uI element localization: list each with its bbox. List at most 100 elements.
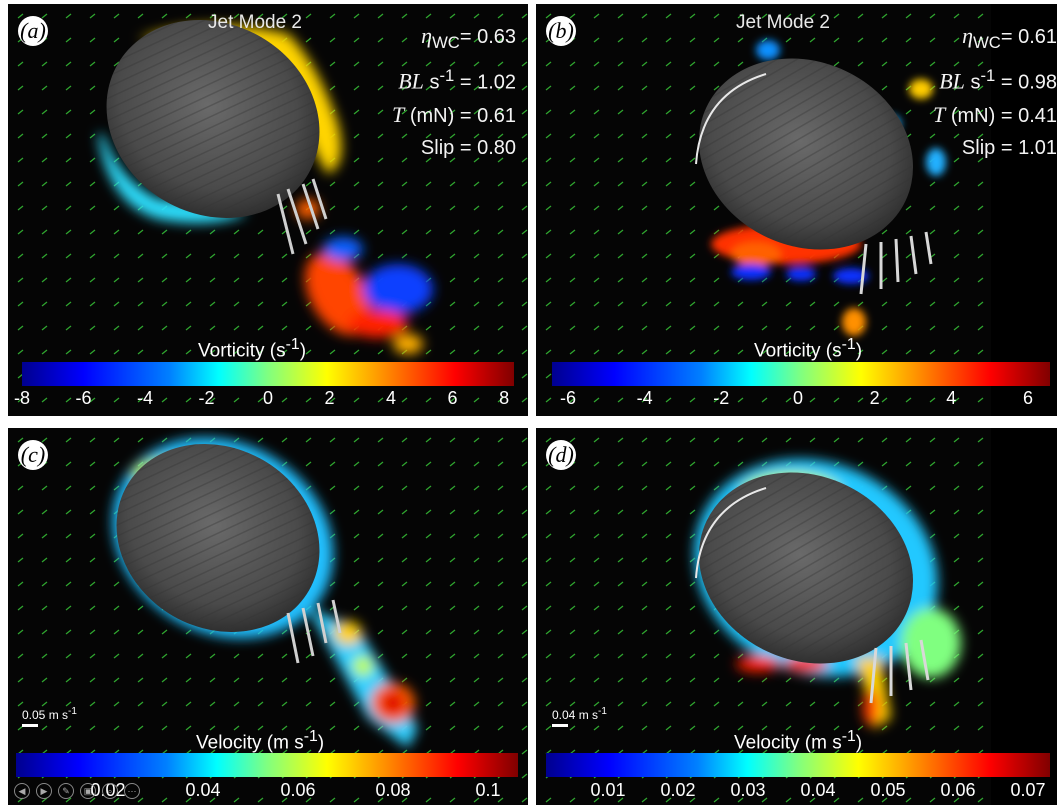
eta-value: = 0.61 — [1000, 26, 1057, 48]
panel-a-vorticity: (a) Jet Mode 2 ηWC= 0.63 BL s-1 = 1.02 T… — [8, 4, 528, 416]
bl-exponent: -1 — [980, 65, 996, 85]
colorbar-title-exp: -1 — [285, 336, 300, 353]
panel-b-vorticity: (b) Jet Mode 2 ηWC= 0.61 BL s-1 = 0.98 T… — [536, 4, 1057, 416]
tick: -8 — [13, 388, 31, 408]
zoom-icon[interactable]: ⌕ — [102, 783, 118, 799]
nautilus-shell-b — [695, 58, 933, 295]
panel-label-d: (d) — [546, 440, 576, 470]
scale-label: 0.04 m s — [552, 708, 599, 722]
panel-label-b: (b) — [546, 16, 576, 46]
bl-exponent: -1 — [439, 65, 455, 85]
colorbar-title-end: ) — [317, 732, 325, 754]
tick: 0.08 — [375, 780, 411, 800]
previous-icon[interactable]: ◀ — [14, 783, 30, 799]
pen-icon[interactable]: ✎ — [58, 783, 74, 799]
tick: 4 — [946, 388, 957, 408]
tick: 0.02 — [660, 780, 696, 800]
jet-mode-title-b: Jet Mode 2 — [736, 12, 830, 33]
eta-symbol: η — [421, 23, 433, 48]
vorticity-field-b — [536, 4, 1057, 416]
tick: 6 — [447, 388, 458, 408]
colorbar-title-end: ) — [855, 732, 863, 754]
jet-mode-title-a: Jet Mode 2 — [208, 12, 302, 33]
tick: 2 — [324, 388, 335, 408]
scale-line — [22, 724, 38, 727]
colorbar-title-d: Velocity (m s-1) — [734, 728, 862, 754]
thrust-value: = 0.61 — [454, 104, 516, 127]
tick: 0 — [262, 388, 274, 408]
colorbar-title-text: Velocity (m s — [196, 732, 304, 754]
bl-symbol: BL — [398, 68, 424, 94]
scale-line — [552, 724, 568, 727]
nautilus-shell-c — [116, 444, 342, 664]
colorbar-title-end: ) — [299, 340, 307, 362]
scale-label: 0.05 m s — [22, 708, 69, 722]
colorbar-c — [16, 753, 518, 777]
stats-block-b: ηWC= 0.61 BL s-1 = 0.98 T (mN) = 0.41 Sl… — [933, 20, 1057, 165]
play-icon[interactable]: ▶ — [36, 783, 52, 799]
tick: -2 — [713, 388, 730, 408]
colorbar-title-exp: -1 — [841, 728, 856, 745]
tick: 0.04 — [800, 780, 836, 800]
thrust-value: = 0.41 — [995, 104, 1057, 127]
colorbar-a — [22, 362, 514, 386]
eta-subscript: WC — [432, 33, 460, 52]
colorbar-title-exp: -1 — [303, 728, 318, 745]
vorticity-field-a — [8, 4, 528, 416]
tick: -4 — [636, 388, 653, 408]
colorbar-title-text: Vorticity (s — [198, 340, 286, 362]
colorbar-title-text: Velocity (m s — [734, 732, 842, 754]
velocity-field-d — [536, 428, 1057, 805]
tick: -6 — [559, 388, 577, 408]
bl-unit: s — [423, 71, 440, 94]
tick: 0 — [792, 388, 804, 408]
eta-value: = 0.63 — [459, 26, 516, 48]
tick: 6 — [1022, 388, 1034, 408]
bl-unit: s — [964, 71, 981, 94]
bl-value: = 1.02 — [454, 71, 516, 94]
thrust-unit: (mN) — [945, 104, 996, 127]
tick: 4 — [385, 388, 397, 408]
colorbar-b — [552, 362, 1050, 386]
nautilus-shell-a — [106, 20, 328, 255]
colorbar-title-end: ) — [855, 340, 863, 362]
slip-value: = 0.80 — [454, 137, 516, 160]
scale-bar-d: 0.04 m s-1 — [552, 706, 607, 727]
tick: 0.1 — [475, 780, 501, 800]
thrust-symbol: T — [392, 101, 405, 127]
tick: 0.06 — [940, 780, 976, 800]
panel-label-c: (c) — [18, 440, 48, 470]
tick: 0.03 — [730, 780, 766, 800]
tick: 0.06 — [280, 780, 316, 800]
slip-label: Slip — [420, 137, 455, 160]
velocity-field-c — [8, 428, 528, 805]
panel-c-velocity: (c) 0.05 m s-1 Velocity (m s-1) 0.02 0.0… — [8, 428, 528, 805]
bl-value: = 0.98 — [995, 71, 1057, 94]
panel-d-velocity: (d) 0.04 m s-1 Velocity (m s-1) 0.01 0.0… — [536, 428, 1057, 805]
eta-subscript: WC — [973, 33, 1001, 52]
more-icon[interactable]: ⋯ — [124, 783, 140, 799]
tick: 2 — [869, 388, 880, 408]
thrust-unit: (mN) — [404, 104, 455, 127]
scale-exp: -1 — [598, 706, 607, 717]
colorbar-title-text: Vorticity (s — [754, 340, 842, 362]
tick: 0.05 — [870, 780, 906, 800]
thrust-symbol: T — [933, 101, 946, 127]
panel-label-a: (a) — [18, 16, 48, 46]
eta-symbol: η — [962, 23, 974, 48]
slip-label: Slip — [961, 137, 996, 160]
colorbar-title-c: Velocity (m s-1) — [196, 728, 324, 754]
stats-block-a: ηWC= 0.63 BL s-1 = 1.02 T (mN) = 0.61 Sl… — [392, 20, 516, 165]
slip-value: = 1.01 — [995, 137, 1057, 160]
scale-exp: -1 — [68, 706, 77, 717]
tick: -2 — [198, 388, 215, 408]
colorbar-title-a: Vorticity (s-1) — [198, 336, 306, 362]
player-controls: ◀ ▶ ✎ ▣ ⌕ ⋯ — [14, 783, 140, 799]
tick: 0.07 — [1010, 780, 1046, 800]
tick: -6 — [75, 388, 92, 408]
tick: 0.04 — [185, 780, 221, 800]
screen-icon[interactable]: ▣ — [80, 783, 96, 799]
colorbar-d — [546, 753, 1050, 777]
colorbar-title-exp: -1 — [841, 336, 856, 353]
tick: 0.01 — [590, 780, 626, 800]
